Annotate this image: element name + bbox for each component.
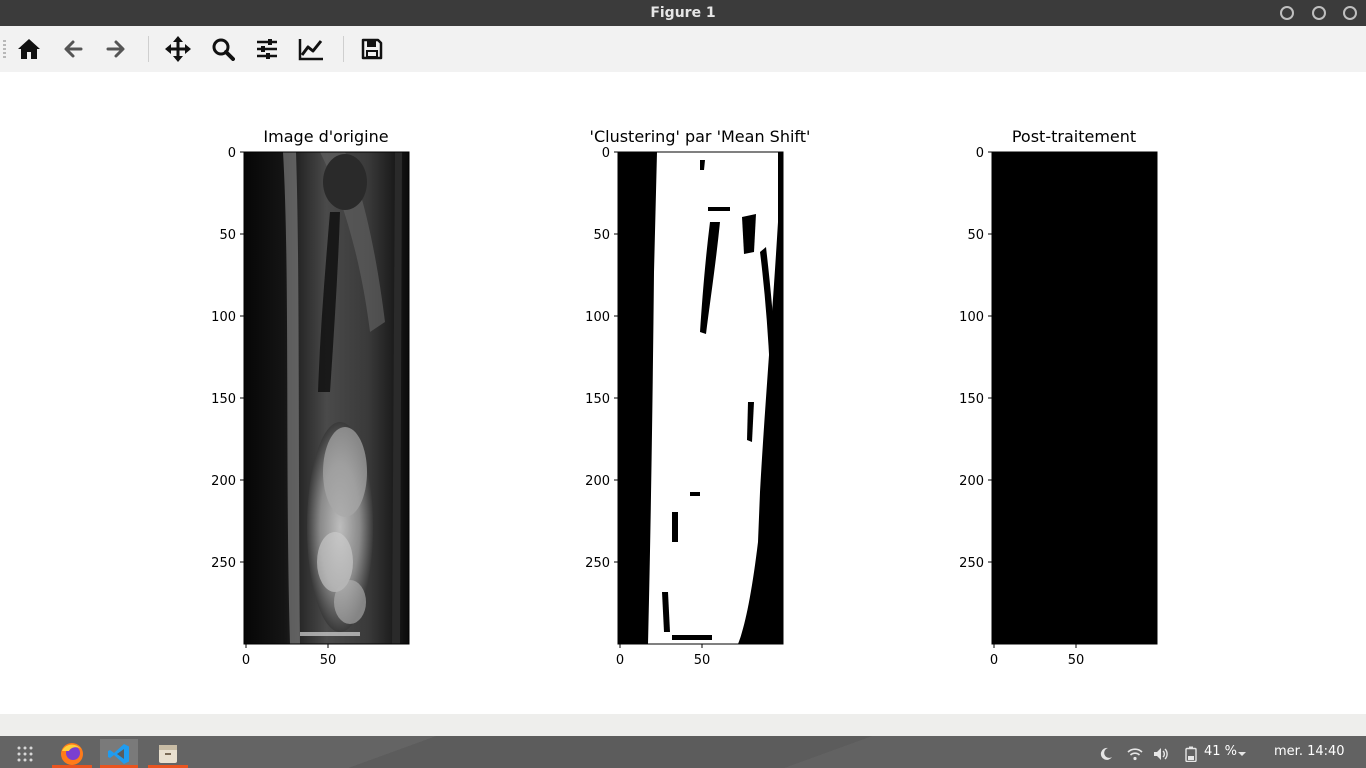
y-tick-label: 100: [211, 310, 236, 325]
toolbar-grip[interactable]: [3, 40, 6, 60]
wifi-icon: [1127, 747, 1143, 760]
y-tick-label: 250: [959, 556, 984, 571]
active-indicator: [52, 765, 92, 768]
subplot-postprocessing: Post-traitement: [991, 127, 1158, 645]
toolbar-separator: [343, 36, 344, 62]
forward-button[interactable]: [101, 34, 131, 64]
status-bar: [0, 714, 1366, 736]
pan-icon: [165, 36, 191, 62]
figure-canvas[interactable]: Image d'origine 'Clustering' par 'Mean S…: [0, 72, 1366, 714]
customize-icon: [298, 39, 323, 61]
speaker-icon: [1154, 747, 1168, 760]
clock[interactable]: mer. 14:40: [1274, 744, 1345, 759]
home-button[interactable]: [14, 34, 44, 64]
clustering-image: [618, 152, 783, 644]
y-tick-label: 0: [976, 146, 984, 161]
battery-indicator[interactable]: [1182, 739, 1200, 768]
y-tick-label: 50: [219, 228, 236, 243]
taskbar-firefox[interactable]: [52, 739, 92, 768]
window-title: Figure 1: [650, 5, 716, 21]
postprocessing-image: [991, 151, 1158, 645]
pan-button[interactable]: [163, 34, 193, 64]
customize-button[interactable]: [296, 34, 326, 64]
figure-svg: Image d'origine 'Clustering' par 'Mean S…: [211, 127, 1158, 668]
y-tick-label: 200: [211, 474, 236, 489]
y-tick-label: 50: [967, 228, 984, 243]
y-tick-label: 0: [602, 146, 610, 161]
app-grid-icon: [17, 746, 33, 761]
chevron-down-icon: [1238, 751, 1246, 756]
wifi-indicator[interactable]: [1124, 739, 1146, 768]
app-grid-button[interactable]: [12, 739, 38, 768]
subplot-original: Image d'origine: [243, 127, 410, 645]
maximize-button[interactable]: [1312, 6, 1326, 20]
back-arrow-icon: [64, 40, 83, 58]
y-tick-label: 100: [959, 310, 984, 325]
active-indicator: [100, 765, 138, 768]
night-light-indicator[interactable]: [1096, 739, 1116, 768]
y-tick-label: 150: [585, 392, 610, 407]
y-tick-label: 0: [228, 146, 236, 161]
home-icon: [18, 39, 40, 59]
toolbar-separator: [148, 36, 149, 62]
system-menu-button[interactable]: [1236, 739, 1248, 768]
active-indicator: [148, 765, 188, 768]
subplot-clustering: 'Clustering' par 'Mean Shift': [590, 127, 811, 645]
moon-icon: [1100, 747, 1112, 760]
zoom-icon: [212, 38, 235, 61]
subplot-title: Post-traitement: [1012, 127, 1136, 146]
subplot-title: Image d'origine: [263, 127, 388, 146]
x-tick-label: 0: [990, 653, 998, 668]
zoom-button[interactable]: [208, 34, 238, 64]
y-tick-label: 250: [211, 556, 236, 571]
back-button[interactable]: [58, 34, 88, 64]
battery-icon: [1185, 746, 1197, 762]
y-tick-label: 150: [211, 392, 236, 407]
files-icon: [159, 744, 177, 763]
y-tick-label: 250: [585, 556, 610, 571]
save-button[interactable]: [357, 34, 387, 64]
x-tick-label: 50: [694, 653, 711, 668]
x-tick-label: 50: [320, 653, 337, 668]
navigation-toolbar: [0, 26, 1366, 73]
minimize-button[interactable]: [1280, 6, 1294, 20]
taskbar-vscode[interactable]: [100, 739, 138, 768]
subplots-icon: [257, 39, 277, 59]
system-taskbar: 41 % mer. 14:40: [0, 736, 1366, 768]
close-button[interactable]: [1343, 6, 1357, 20]
window-titlebar: Figure 1: [0, 0, 1366, 26]
x-tick-label: 50: [1068, 653, 1085, 668]
axis-ticks: 0 50 100 150 200 250 0 50 0 50 100 150 200 250 0 50 0 50 1…: [211, 146, 1084, 668]
vscode-icon: [108, 743, 129, 764]
x-tick-label: 0: [616, 653, 624, 668]
subplots-button[interactable]: [252, 34, 282, 64]
firefox-icon: [61, 742, 83, 765]
y-tick-label: 150: [959, 392, 984, 407]
y-tick-label: 100: [585, 310, 610, 325]
y-tick-label: 50: [593, 228, 610, 243]
forward-arrow-icon: [106, 40, 125, 58]
y-tick-label: 200: [585, 474, 610, 489]
y-tick-label: 200: [959, 474, 984, 489]
taskbar-files[interactable]: [148, 739, 188, 768]
save-icon: [361, 38, 383, 60]
x-tick-label: 0: [242, 653, 250, 668]
mri-image: [244, 152, 409, 644]
volume-indicator[interactable]: [1150, 739, 1172, 768]
subplot-title: 'Clustering' par 'Mean Shift': [590, 127, 811, 146]
battery-percentage: 41 %: [1204, 744, 1238, 759]
